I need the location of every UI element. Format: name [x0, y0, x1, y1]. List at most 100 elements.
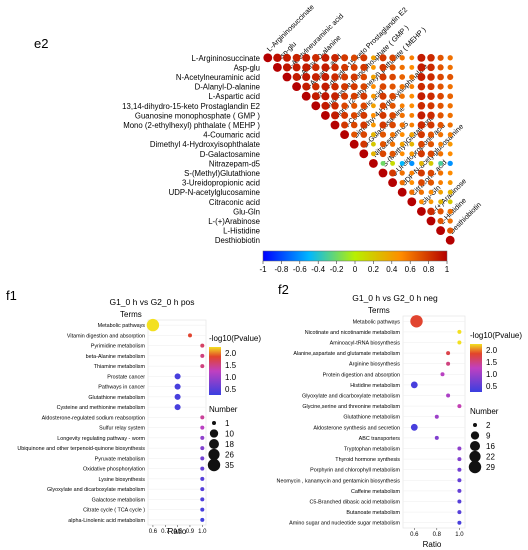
heatmap-cell — [409, 180, 415, 186]
heatmap-cell — [437, 83, 444, 90]
x-tick-label: 0.9 — [186, 529, 195, 535]
heatmap-cell — [360, 121, 368, 129]
correlation-colorbar: -1 -0.8 -0.6 -0.4 -0.2 0 0.2 0.4 0.6 0.8 1 — [259, 250, 450, 274]
heatmap-cell — [389, 102, 396, 109]
heatmap-cell — [351, 102, 358, 109]
heatmap-cell — [447, 141, 453, 147]
color-legend-tick: 0.5 — [225, 385, 237, 394]
term-label: Longevity regulating pathway - worm — [57, 436, 145, 442]
bubble-point — [200, 487, 205, 492]
heatmap-cell — [417, 73, 426, 81]
heatmap-cell — [418, 160, 424, 166]
heatmap-cell — [418, 179, 425, 186]
heatmap-row-label: Glu-Gln — [233, 207, 260, 216]
color-legend-tick: 2.0 — [486, 346, 498, 355]
heatmap-cell — [379, 150, 387, 158]
heatmap-cell — [407, 197, 417, 207]
f1-color-legend-title: -log10(Pvalue) — [209, 334, 261, 343]
heatmap-cell — [341, 83, 349, 91]
heatmap-cell — [360, 54, 368, 62]
heatmap-cell — [360, 83, 368, 90]
term-label: Glutathione metabolism — [88, 395, 145, 401]
heatmap-cell — [389, 141, 396, 147]
bubble-point — [457, 510, 462, 515]
heatmap-cell — [370, 84, 376, 90]
x-tick-label: 1.0 — [455, 532, 464, 538]
heatmap-cell — [409, 122, 415, 128]
heatmap-cell — [437, 102, 444, 109]
heatmap-cell — [341, 63, 349, 71]
heatmap-cell — [447, 64, 453, 71]
bubble-point — [200, 415, 205, 420]
heatmap-cell — [341, 111, 349, 119]
heatmap-cell — [311, 92, 320, 101]
bubble-point — [457, 467, 462, 472]
heatmap-cell — [360, 131, 368, 138]
term-label: Aldosterone synthesis and secretion — [313, 425, 400, 431]
bubble-point — [457, 488, 462, 493]
size-legend-label: 18 — [225, 440, 234, 449]
plot-area — [147, 319, 207, 526]
color-legend-tick: 1.0 — [486, 370, 498, 379]
heatmap-cell — [360, 92, 368, 100]
term-label: Cysteine and methionine metabolism — [57, 405, 146, 411]
x-tick-label: 0.6 — [410, 532, 419, 538]
heatmap-cell — [340, 130, 350, 140]
heatmap-cell — [331, 82, 339, 91]
term-label: Butanoate metabolism — [346, 510, 400, 516]
size-legend-dot — [207, 458, 221, 472]
heatmap-cell — [397, 187, 407, 197]
heatmap-cell — [417, 111, 426, 120]
heatmap-cell — [447, 73, 454, 81]
term-label: Amino sugar and nucleotide sugar metabol… — [289, 521, 400, 527]
heatmap-cell — [273, 53, 282, 62]
heatmap-cell — [437, 131, 444, 138]
heatmap-cell — [311, 73, 320, 81]
heatmap-row-label: L-Histidine — [223, 227, 260, 236]
term-label: Pathways in cancer — [98, 385, 145, 391]
heatmap-cell — [370, 132, 376, 138]
heatmap-cell — [447, 218, 453, 224]
heatmap-cell — [447, 132, 453, 138]
colorbar-tick-label: 0.6 — [405, 265, 417, 274]
heatmap-row-label: S-(Methyl)Glutathione — [184, 169, 260, 178]
heatmap-cell — [409, 170, 415, 176]
colorbar-tick-label: -1 — [259, 265, 267, 274]
heatmap-cell — [418, 199, 424, 205]
colorbar-tick-label: 0.2 — [368, 265, 380, 274]
heatmap-cell — [447, 112, 453, 119]
heatmap-cell — [399, 132, 405, 138]
heatmap-cell — [417, 121, 426, 129]
heatmap-cell — [437, 92, 444, 100]
term-label: alpha-Linolenic acid metabolism — [68, 518, 145, 524]
heatmap-cell — [370, 55, 376, 61]
heatmap-cell — [349, 139, 359, 149]
heatmap-cell — [379, 73, 387, 81]
heatmap-cell — [292, 53, 301, 62]
f2-size-legend-title: Number — [470, 407, 499, 416]
heatmap-cell — [399, 103, 405, 109]
heatmap-cell — [447, 180, 453, 186]
heatmap-cell — [292, 82, 302, 92]
color-legend-tick: 1.5 — [225, 361, 237, 370]
heatmap-cell — [438, 160, 444, 166]
heatmap-cell — [437, 121, 444, 129]
size-legend-label: 22 — [486, 453, 495, 462]
heatmap-cell — [437, 208, 444, 215]
heatmap-cell — [389, 92, 396, 100]
heatmap-cell — [409, 55, 415, 61]
heatmap-cell — [360, 140, 368, 148]
heatmap-cell — [331, 111, 339, 120]
heatmap-cell — [388, 178, 398, 188]
term-label: Caffeine metabolism — [351, 489, 401, 495]
heatmap-cell — [263, 53, 273, 63]
heatmap-cell — [302, 72, 311, 82]
heatmap-cell — [341, 92, 349, 100]
heatmap-cell — [436, 226, 446, 236]
heatmap-cell — [379, 141, 387, 148]
colorbar-tick-label: 0.8 — [423, 265, 435, 274]
colorbar-tick-label: 0 — [353, 265, 358, 274]
bubble-point — [457, 520, 462, 525]
heatmap-cell — [380, 160, 386, 166]
bubble-point — [188, 333, 192, 338]
